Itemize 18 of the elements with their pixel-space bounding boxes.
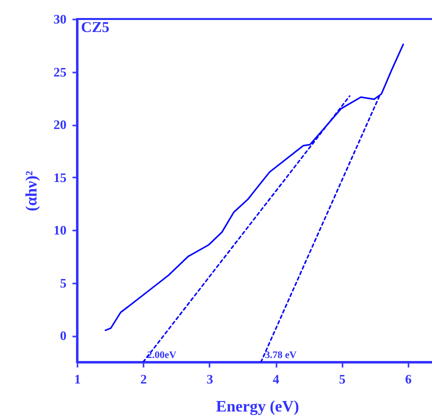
x-tick-label: 1 [74,372,81,386]
x-tick-label: 5 [338,372,346,386]
x-tick-label: 6 [405,372,412,386]
annotation: 2.00eV [147,350,178,361]
x-axis-title: Energy (eV) [216,398,300,416]
annotation: 3.78 eV [264,350,298,361]
x-tick-label: 2 [140,372,147,386]
y-axis-title: (αhν)² [24,170,40,212]
y-tick-label: 5 [60,275,67,290]
y-tick-label: 0 [60,328,66,344]
x-tick-label: 3 [206,372,214,386]
y-tick-label: 25 [54,64,67,80]
y-tick-label: 30 [54,12,66,26]
y-tick-label: 20 [54,117,66,132]
chart-title: CZ5 [81,20,110,36]
y-tick-label: 15 [54,170,67,185]
x-tick-label: 4 [272,372,280,386]
y-tick-label: 10 [54,222,66,238]
